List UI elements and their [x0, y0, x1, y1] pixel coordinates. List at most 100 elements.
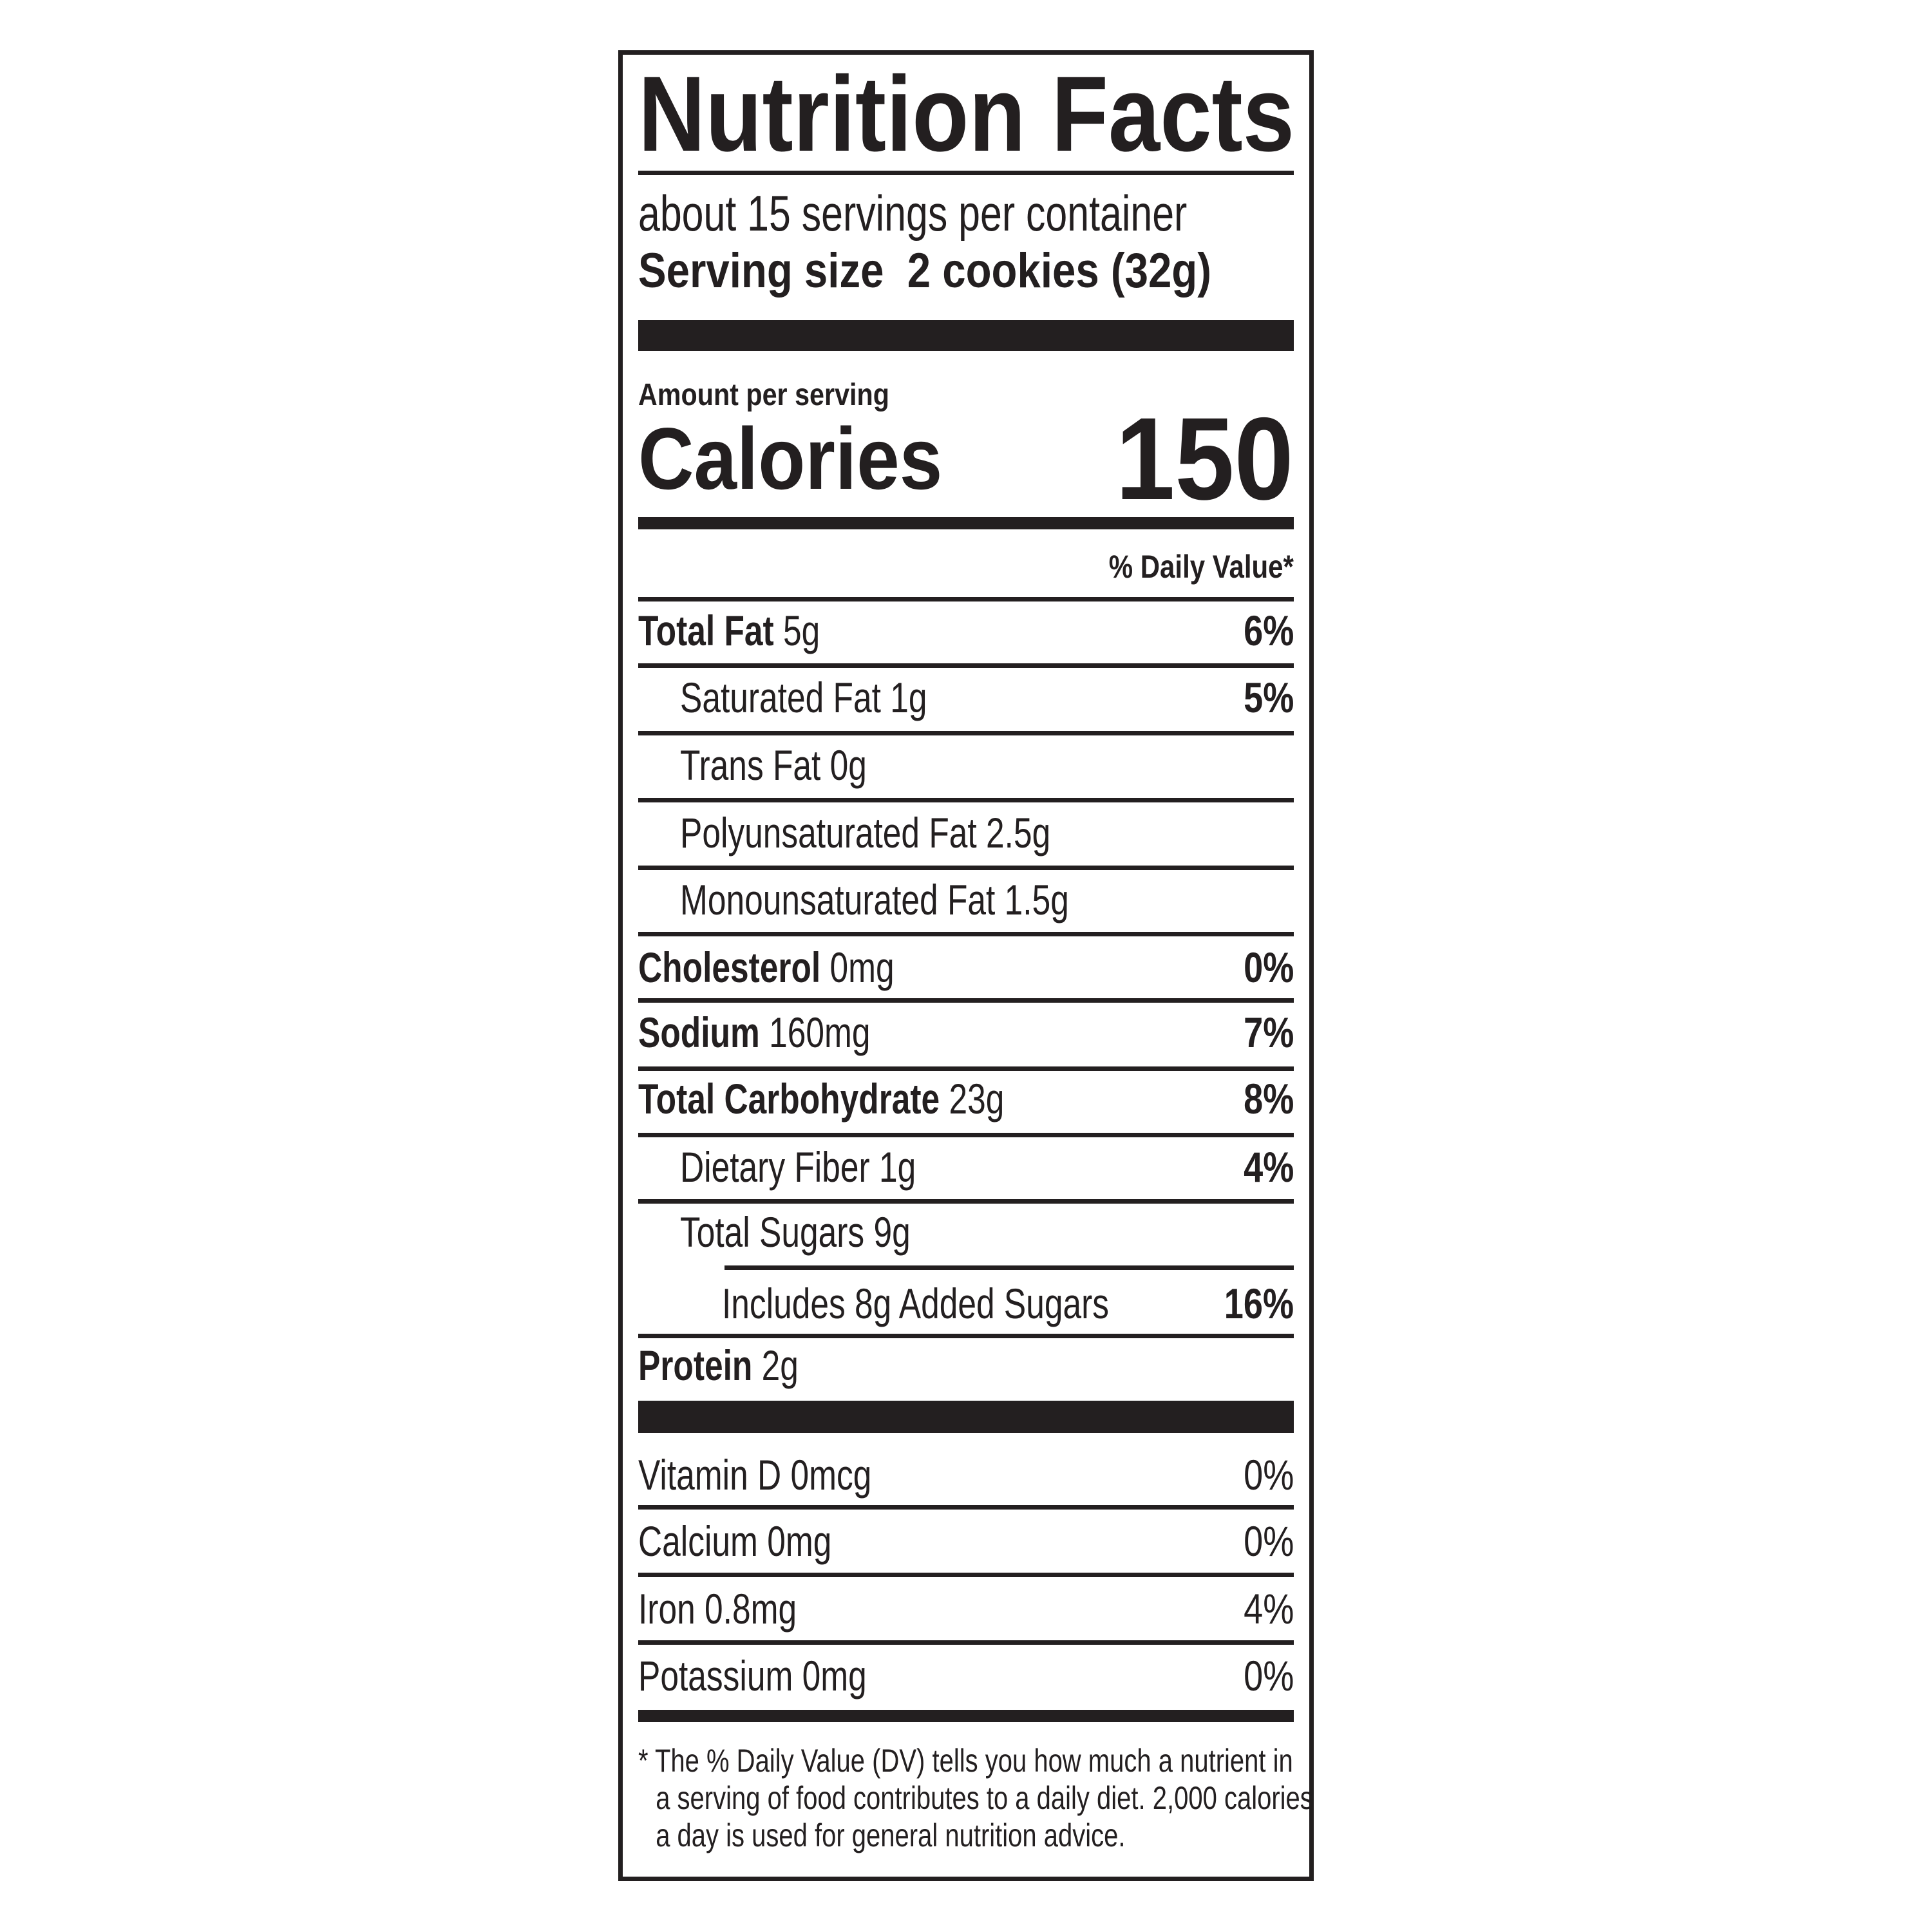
nutrient-name: Includes 8g Added Sugars — [722, 1280, 1110, 1327]
serving-size: Serving size 2 cookies (32g) — [638, 242, 1294, 300]
serving-size-value: 2 cookies (32g) — [907, 243, 1211, 298]
nutrient-name: Total Carbohydrate — [638, 1075, 940, 1122]
vitamin-daily-value: 0% — [1243, 1652, 1294, 1700]
nutrient-daily-value: 4% — [1243, 1143, 1294, 1191]
medium-bar — [638, 1710, 1294, 1722]
nutrient-name: Total Sugars — [680, 1208, 865, 1256]
footnote-line: a day is used for general nutrition advi… — [656, 1817, 1126, 1853]
nutrient-name: Cholesterol — [638, 943, 821, 991]
nutrition-facts-panel — [618, 50, 1314, 1881]
nutrient-row: Saturated Fat 1g 5% — [638, 668, 1294, 726]
vitamin-name: Calcium 0mg — [638, 1517, 832, 1565]
nutrient-amount: 1g — [880, 674, 927, 721]
nutrient-label: Total Fat 5g — [638, 601, 820, 659]
nutrient-amount: 5g — [773, 607, 820, 654]
footnote: * The % Daily Value (DV) tells you how m… — [638, 1742, 1482, 1854]
nutrient-row: Total Sugars 9g — [638, 1203, 1294, 1261]
nutrient-amount: 0g — [820, 741, 867, 789]
nutrient-label: Trans Fat 0g — [680, 736, 867, 794]
amount-per-serving-text: Amount per serving — [638, 378, 889, 412]
nutrient-label: Total Carbohydrate 23g — [638, 1070, 1004, 1128]
divider — [724, 1265, 1294, 1270]
nutrient-label: Dietary Fiber 1g — [680, 1138, 916, 1196]
divider — [638, 1066, 1294, 1071]
daily-value-header: % Daily Value* — [638, 544, 1294, 589]
nutrient-label: Protein 2g — [638, 1336, 799, 1394]
nutrient-row: Cholesterol 0mg 0% — [638, 938, 1294, 996]
nutrient-daily-value: 16% — [1224, 1280, 1294, 1327]
nutrient-row: Total Fat 5g 6% — [638, 601, 1294, 659]
divider — [638, 731, 1294, 735]
nutrient-row: Polyunsaturated Fat 2.5g — [638, 804, 1294, 862]
nutrient-label: Monounsaturated Fat 1.5g — [680, 871, 1069, 929]
vitamin-daily-value: 0% — [1243, 1517, 1294, 1565]
nutrient-row: Includes 8g Added Sugars 16% — [638, 1274, 1294, 1332]
nutrient-amount: 2g — [752, 1341, 799, 1389]
divider — [638, 1640, 1294, 1645]
nutrient-amount: 0mg — [820, 943, 895, 991]
nutrient-daily-value: 7% — [1243, 1009, 1294, 1056]
nutrient-label: Total Sugars 9g — [680, 1203, 911, 1261]
vitamin-name: Potassium 0mg — [638, 1652, 867, 1700]
divider — [638, 1133, 1294, 1137]
vitamin-row: Vitamin D 0mcg 0% — [638, 1446, 1294, 1504]
nutrient-name: Saturated Fat — [680, 674, 881, 721]
serving-size-label: Serving size — [638, 243, 884, 298]
nutrient-name: Monounsaturated Fat — [680, 876, 996, 923]
divider — [638, 1505, 1294, 1510]
vitamin-name: Iron 0.8mg — [638, 1585, 797, 1633]
footnote-line: a serving of food contributes to a daily… — [656, 1780, 1313, 1816]
footnote-line: * The % Daily Value (DV) tells you how m… — [638, 1743, 1293, 1779]
nutrient-label: Polyunsaturated Fat 2.5g — [680, 804, 1050, 862]
divider — [638, 171, 1294, 175]
nutrient-label: Cholesterol 0mg — [638, 938, 895, 996]
divider — [638, 597, 1294, 601]
nutrient-daily-value: 5% — [1243, 674, 1294, 721]
divider — [638, 1573, 1294, 1577]
nutrient-amount: 2.5g — [976, 809, 1051, 857]
nutrient-amount: 9g — [864, 1208, 911, 1256]
nutrient-row: Protein 2g — [638, 1336, 1294, 1394]
calories-label: Calories — [638, 410, 943, 507]
nutrient-row: Monounsaturated Fat 1.5g — [638, 871, 1294, 929]
vitamin-row: Iron 0.8mg 4% — [638, 1580, 1294, 1638]
nutrient-name: Sodium — [638, 1009, 760, 1056]
vitamin-daily-value: 4% — [1243, 1585, 1294, 1633]
divider — [638, 798, 1294, 802]
vitamin-daily-value: 0% — [1243, 1451, 1294, 1499]
nutrient-amount: 1g — [869, 1143, 916, 1191]
title-text: Nutrition Facts — [638, 55, 1294, 174]
nutrient-name: Protein — [638, 1341, 753, 1389]
nutrient-daily-value: 6% — [1243, 607, 1294, 654]
divider — [638, 663, 1294, 668]
title: Nutrition Facts — [638, 57, 1392, 173]
nutrient-row: Trans Fat 0g — [638, 736, 1294, 794]
medium-bar — [638, 517, 1294, 529]
nutrient-daily-value: 8% — [1243, 1075, 1294, 1122]
divider — [638, 1334, 1294, 1338]
nutrient-name: Total Fat — [638, 607, 774, 654]
amount-per-serving: Amount per serving — [638, 373, 1294, 418]
vitamin-name: Vitamin D 0mcg — [638, 1451, 872, 1499]
nutrient-label: Includes 8g Added Sugars — [722, 1274, 1109, 1332]
divider — [638, 932, 1294, 936]
nutrient-row: Sodium 160mg 7% — [638, 1003, 1294, 1061]
daily-value-header-text: % Daily Value* — [1108, 549, 1294, 585]
nutrient-name: Dietary Fiber — [680, 1143, 870, 1191]
nutrient-label: Sodium 160mg — [638, 1003, 870, 1061]
vitamin-row: Calcium 0mg 0% — [638, 1512, 1294, 1570]
vitamin-row: Potassium 0mg 0% — [638, 1647, 1294, 1705]
divider — [638, 1199, 1294, 1204]
nutrient-name: Trans Fat — [680, 741, 821, 789]
nutrient-row: Dietary Fiber 1g 4% — [638, 1138, 1294, 1196]
nutrient-amount: 1.5g — [995, 876, 1069, 923]
nutrient-row: Total Carbohydrate 23g 8% — [638, 1070, 1294, 1128]
divider — [638, 998, 1294, 1003]
calories-row: Calories 150 — [638, 400, 1294, 517]
nutrient-daily-value: 0% — [1243, 943, 1294, 991]
nutrient-label: Saturated Fat 1g — [680, 668, 927, 726]
divider — [638, 866, 1294, 870]
thick-bar — [638, 1401, 1294, 1433]
servings-text: about 15 servings per container — [638, 185, 1188, 242]
nutrient-amount: 23g — [940, 1075, 1005, 1122]
